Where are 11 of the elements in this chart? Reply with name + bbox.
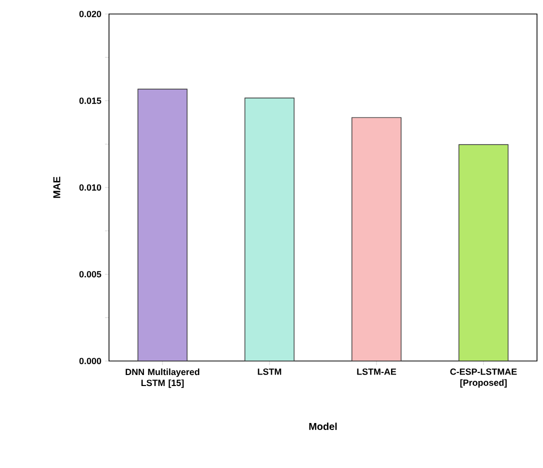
- y-tick-label: 0.015: [79, 98, 102, 104]
- y-axis-title: MAE: [53, 176, 60, 198]
- y-tick-label: 0.010: [79, 184, 102, 191]
- x-tick-label: LSTM-AE: [357, 368, 396, 375]
- y-tick-label: 0.020: [79, 10, 102, 18]
- y-tick-label: 0.000: [79, 358, 102, 364]
- x-axis-title: Model: [309, 422, 337, 430]
- y-tick-label: 0.005: [79, 271, 102, 278]
- x-tick-label: C-ESP-LSTMAE [Proposed]: [450, 368, 517, 388]
- x-tick-label: DNN Multilayered LSTM [15]: [126, 368, 200, 388]
- x-tick-label: LSTM: [258, 368, 282, 375]
